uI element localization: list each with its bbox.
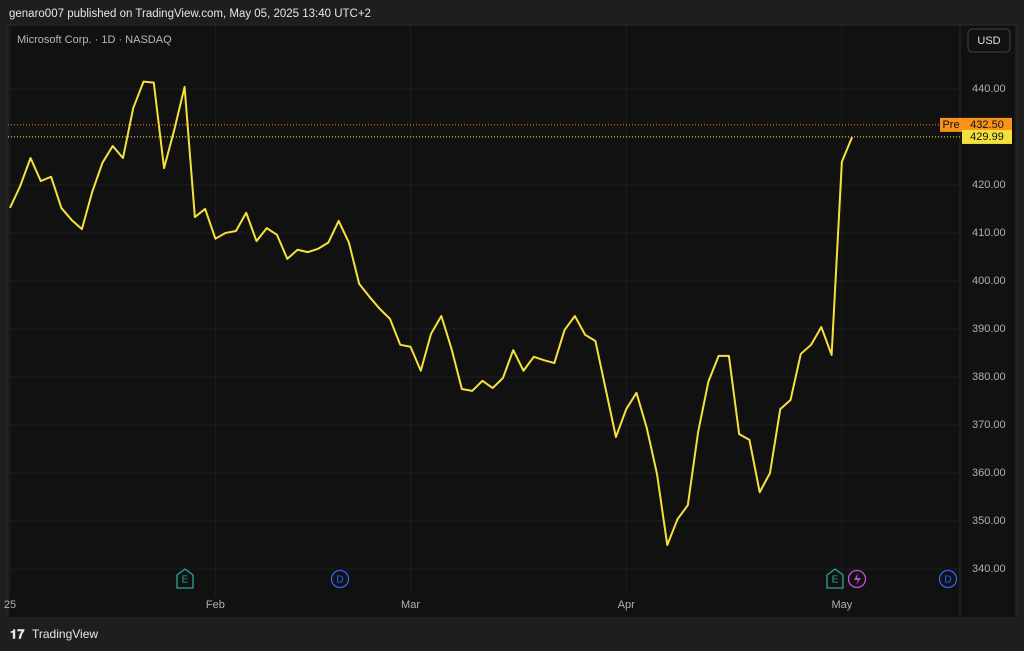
footer-logo: 𝟏𝟕 [10, 626, 25, 641]
dividend-marker [330, 569, 350, 589]
dividend-marker [938, 569, 958, 589]
plot: 340.00 350.00 360.00 370.00 380.00 390.00 400.… [4, 25, 1012, 618]
earnings-marker [826, 568, 844, 589]
logo-mark: 𝟏𝟕 [10, 626, 25, 641]
footer-brand: TradingView [32, 627, 98, 641]
symbol-legend: Microsoft Corp. · 1D · NASDAQ [17, 34, 172, 46]
x-tick-label: 25 [4, 599, 16, 611]
split-icon [854, 573, 861, 585]
premarket-price: 432.50 [970, 119, 1004, 131]
event-label: E [182, 575, 189, 586]
premarket-tag: Pre [942, 119, 959, 131]
chart-panel [7, 24, 1017, 619]
y-tick-label: 420.00 [972, 179, 1006, 191]
currency-label: USD [977, 35, 1000, 47]
x-tick-label: Feb [206, 599, 225, 611]
y-tick-label: 410.00 [972, 227, 1006, 239]
x-tick-label: Apr [618, 599, 635, 611]
publish-header: genaro007 published on TradingView.com, … [9, 8, 371, 20]
premarket-price-box [962, 117, 1012, 132]
currency-button[interactable] [967, 28, 1011, 53]
y-tick-label: 360.00 [972, 467, 1006, 479]
price-line [9, 80, 854, 547]
y-tick-label: 340.00 [972, 563, 1006, 575]
y-tick-label: 380.00 [972, 371, 1006, 383]
split-marker [847, 569, 867, 589]
last-price-box [962, 129, 1012, 144]
event-label: D [336, 575, 343, 586]
premarket-tag-box [940, 117, 962, 132]
event-label: D [944, 575, 951, 586]
last-price-label: 429.99 [970, 131, 1004, 143]
event-label: E [832, 575, 839, 586]
x-tick-label: May [831, 599, 852, 611]
y-tick-label: 440.00 [972, 83, 1006, 95]
y-tick-label: 400.00 [972, 275, 1006, 287]
earnings-marker [176, 568, 194, 589]
y-tick-label: 350.00 [972, 515, 1006, 527]
y-tick-label: 390.00 [972, 323, 1006, 335]
x-tick-label: Mar [401, 599, 420, 611]
y-tick-label: 370.00 [972, 419, 1006, 431]
